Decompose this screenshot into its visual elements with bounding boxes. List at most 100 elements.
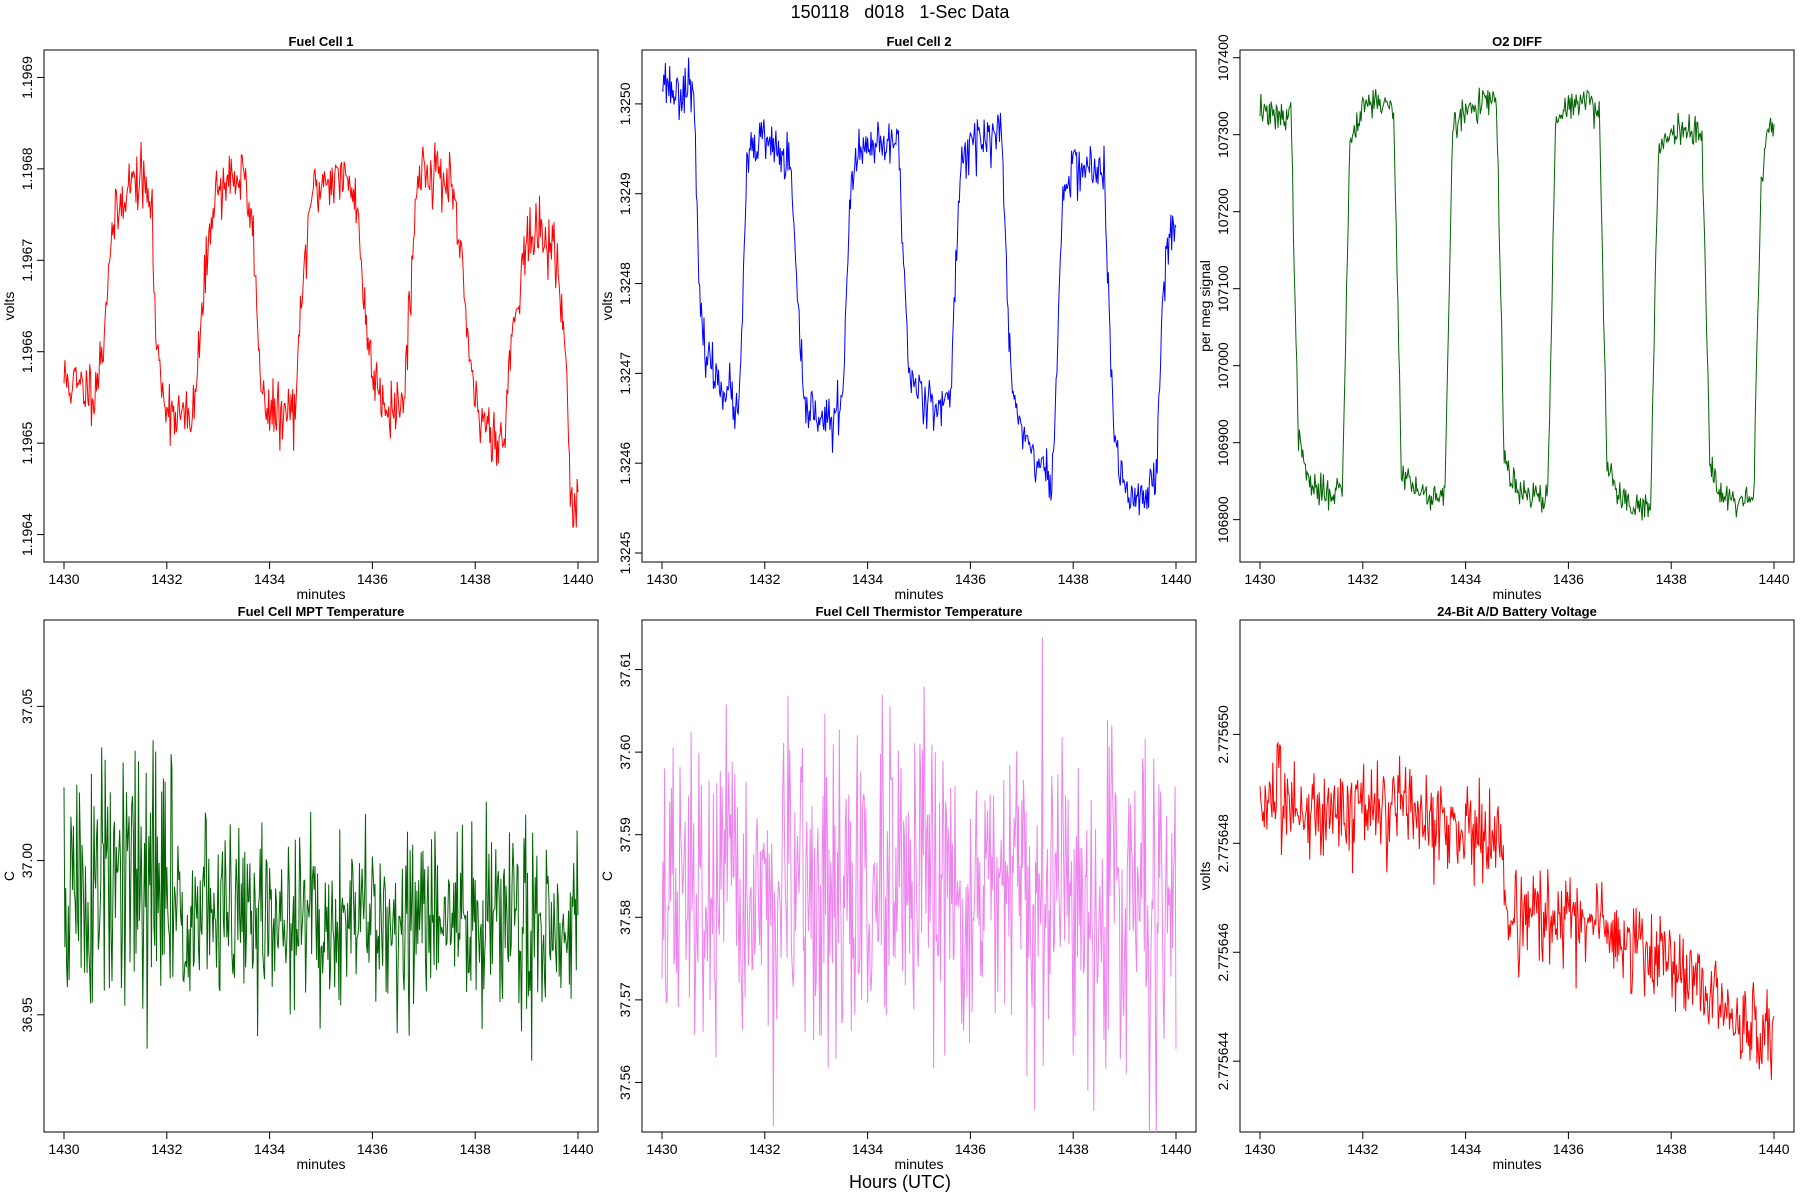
panel-2-y-tick-label: 1.3245 [617,531,633,574]
panel-2-y-tick-label: 1.3246 [617,442,633,485]
panel-1-y-tick-label: 1.1965 [19,422,35,465]
panel-4-x-tick-label: 1440 [562,1141,593,1157]
panel-3-x-tick-label: 1432 [1347,571,1378,587]
panel-4-x-tick-label: 1432 [151,1141,182,1157]
panel-6-title: 24-Bit A/D Battery Voltage [1437,604,1597,619]
panel-1-x-tick-label: 1430 [48,571,79,587]
panel-1-series-line [63,141,579,528]
figure-title: 150118 d018 1-Sec Data [790,2,1010,22]
panel-6-y-tick-label: 2.775644 [1215,1032,1231,1091]
panel-6-x-tick-label: 1440 [1758,1141,1789,1157]
panel-2-frame [641,49,1197,563]
panel-5-y-tick-label: 37.60 [617,734,633,769]
panel-3-x-axis-label: minutes [1492,586,1541,602]
panel-4-x-tick-label: 1438 [460,1141,491,1157]
panel-5-y-tick-label: 37.58 [617,900,633,935]
panel-2-x-tick-label: 1440 [1160,571,1191,587]
panel-6-series-line [1259,741,1775,1080]
panel-1-y-tick-label: 1.1967 [19,239,35,282]
panel-1-frame [43,49,599,563]
panel-5-y-tick-label: 37.57 [617,982,633,1017]
panel-5-title: Fuel Cell Thermistor Temperature [815,604,1022,619]
panel-5-y-tick-label: 37.56 [617,1065,633,1100]
panel-3-x-tick-label: 1436 [1553,571,1584,587]
panel-5-x-tick-label: 1440 [1160,1141,1191,1157]
panel-1-x-tick-label: 1440 [562,571,593,587]
panel-4-x-tick-label: 1430 [48,1141,79,1157]
panel-2-x-tick-label: 1438 [1058,571,1089,587]
panel-1-y-tick-label: 1.1966 [19,330,35,373]
panel-4-y-tick-label: 37.00 [19,843,35,878]
panel-6-x-tick-label: 1436 [1553,1141,1584,1157]
panel-5-x-tick-label: 1434 [852,1141,883,1157]
panel-2-y-tick-label: 1.3247 [617,352,633,395]
panel-1-title: Fuel Cell 1 [288,34,353,49]
panel-3-y-tick-label: 107400 [1215,34,1231,81]
panel-1-y-tick-label: 1.1969 [19,56,35,99]
panel-4-title: Fuel Cell MPT Temperature [238,604,405,619]
panel-5-x-tick-label: 1432 [749,1141,780,1157]
panel-3-y-tick-label: 106800 [1215,496,1231,543]
panel-5-y-tick-label: 37.59 [617,817,633,852]
panel-5-y-tick-label: 37.61 [617,652,633,687]
panel-3: O2 DIFF 1430 1432 1434 1436 1438 1440 minutes 10… [1197,34,1795,602]
panel-5-x-tick-label: 1436 [955,1141,986,1157]
panel-4-x-tick-label: 1434 [254,1141,285,1157]
panel-4-frame [43,619,599,1133]
panel-4-y-axis-label: C [1,871,17,881]
figure-x-axis-label: Hours (UTC) [849,1172,951,1192]
panel-3-y-tick-label: 107200 [1215,188,1231,235]
panel-1-x-tick-label: 1432 [151,571,182,587]
panel-6-x-tick-label: 1434 [1450,1141,1481,1157]
panel-6-x-tick-label: 1438 [1656,1141,1687,1157]
panel-3-y-axis-label: per meg signal [1197,260,1213,352]
panel-2-y-tick-label: 1.3248 [617,262,633,305]
panel-6-y-tick-label: 2.775648 [1215,814,1231,873]
panel-1-y-axis-label: volts [1,292,17,321]
panel-1-y-tick-label: 1.1964 [19,513,35,556]
panel-2-y-tick-label: 1.3249 [617,172,633,215]
panel-2-x-tick-label: 1430 [646,571,677,587]
panel-3-y-tick-label: 107000 [1215,342,1231,389]
panel-4-x-axis-label: minutes [296,1156,345,1172]
panel-2-x-tick-label: 1436 [955,571,986,587]
panel-5-x-axis-label: minutes [894,1156,943,1172]
panel-5-series-line [661,637,1177,1133]
panel-1: Fuel Cell 1 1430 1432 1434 1436 1438 1440 minut… [1,34,599,602]
panel-1-x-tick-label: 1436 [357,571,388,587]
panel-3-y-tick-label: 106900 [1215,419,1231,466]
panel-3-series-line [1259,87,1775,521]
panel-6-x-tick-label: 1430 [1244,1141,1275,1157]
panel-6-x-tick-label: 1432 [1347,1141,1378,1157]
panel-3-y-tick-label: 107100 [1215,265,1231,312]
panel-1-x-tick-label: 1438 [460,571,491,587]
panel-6-x-axis-label: minutes [1492,1156,1541,1172]
panel-3-x-tick-label: 1434 [1450,571,1481,587]
panel-6-y-axis-label: volts [1197,862,1213,891]
panel-2-y-axis-label: volts [599,292,615,321]
panel-5: Fuel Cell Thermistor Temperature 1430 1432… [599,604,1197,1172]
panel-6-frame [1239,619,1795,1133]
panel-2: Fuel Cell 2 1430 1432 1434 1436 1438 1440 minut… [599,34,1197,602]
panel-3-title: O2 DIFF [1492,34,1542,49]
panel-2-x-tick-label: 1434 [852,571,883,587]
panel-4-y-tick-label: 37.05 [19,689,35,724]
panel-2-x-tick-label: 1432 [749,571,780,587]
panel-6-y-tick-label: 2.775650 [1215,705,1231,764]
panel-5-x-tick-label: 1438 [1058,1141,1089,1157]
panel-5-y-axis-label: C [599,871,615,881]
panel-2-series-line [661,57,1177,516]
panel-1-x-axis-label: minutes [296,586,345,602]
panel-2-x-axis-label: minutes [894,586,943,602]
panel-3-frame [1239,49,1795,563]
panel-2-title: Fuel Cell 2 [886,34,951,49]
panel-1-x-tick-label: 1434 [254,571,285,587]
panel-6-y-tick-label: 2.775646 [1215,923,1231,982]
panel-2-y-tick-label: 1.3250 [617,82,633,125]
panel-4-y-tick-label: 36.95 [19,997,35,1032]
panel-4: Fuel Cell MPT Temperature 1430 1432 1434 143… [1,604,599,1172]
panel-3-y-tick-label: 107300 [1215,111,1231,158]
panel-5-x-tick-label: 1430 [646,1141,677,1157]
panel-3-x-tick-label: 1438 [1656,571,1687,587]
